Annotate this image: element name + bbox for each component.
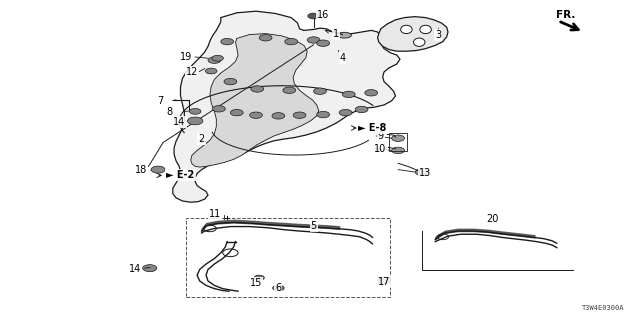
- Ellipse shape: [420, 25, 431, 34]
- Text: 14: 14: [129, 264, 141, 275]
- Polygon shape: [378, 17, 448, 51]
- Text: 15: 15: [250, 278, 262, 288]
- Text: 11: 11: [209, 209, 221, 220]
- Polygon shape: [191, 34, 319, 167]
- Circle shape: [392, 147, 404, 154]
- Text: 1: 1: [333, 28, 339, 39]
- Circle shape: [339, 109, 352, 116]
- Text: 6: 6: [275, 283, 282, 293]
- Bar: [186, 218, 390, 297]
- Circle shape: [342, 91, 355, 98]
- Circle shape: [254, 275, 264, 280]
- Circle shape: [293, 112, 306, 118]
- Circle shape: [208, 57, 221, 63]
- Circle shape: [365, 90, 378, 96]
- Ellipse shape: [413, 38, 425, 46]
- Text: ► E-8: ► E-8: [358, 123, 387, 133]
- Bar: [389, 133, 407, 151]
- Text: 10: 10: [374, 144, 387, 154]
- Ellipse shape: [401, 25, 412, 34]
- Circle shape: [307, 37, 320, 43]
- Circle shape: [378, 277, 390, 284]
- Text: 3: 3: [435, 30, 442, 40]
- Text: T3W4E0300A: T3W4E0300A: [582, 305, 624, 311]
- Circle shape: [415, 169, 429, 176]
- Circle shape: [143, 265, 157, 272]
- Circle shape: [189, 108, 201, 114]
- Circle shape: [283, 87, 296, 93]
- Circle shape: [272, 113, 285, 119]
- Circle shape: [317, 111, 330, 118]
- Text: ► E-2: ► E-2: [166, 170, 195, 180]
- Circle shape: [188, 117, 203, 125]
- Circle shape: [212, 55, 223, 61]
- Text: 14: 14: [173, 116, 186, 127]
- Text: FR.: FR.: [556, 10, 575, 20]
- Circle shape: [250, 112, 262, 118]
- Circle shape: [285, 38, 298, 45]
- Text: 5: 5: [310, 220, 317, 231]
- Circle shape: [308, 13, 319, 19]
- Polygon shape: [173, 11, 400, 202]
- Circle shape: [259, 35, 272, 41]
- Circle shape: [221, 38, 234, 45]
- Circle shape: [392, 135, 404, 141]
- Text: 20: 20: [486, 214, 499, 224]
- Text: 16: 16: [317, 10, 330, 20]
- Circle shape: [224, 78, 237, 85]
- Circle shape: [212, 106, 225, 112]
- Text: 13: 13: [419, 168, 431, 178]
- Text: 12: 12: [186, 67, 198, 77]
- Circle shape: [151, 166, 165, 173]
- Text: 9: 9: [378, 131, 384, 141]
- Text: 8: 8: [166, 107, 173, 117]
- Text: 17: 17: [378, 277, 390, 287]
- Text: 7: 7: [157, 96, 163, 106]
- Ellipse shape: [337, 32, 351, 38]
- Text: 19: 19: [180, 52, 192, 62]
- Text: 2: 2: [198, 134, 205, 144]
- Circle shape: [273, 285, 284, 291]
- Circle shape: [230, 109, 243, 116]
- Circle shape: [251, 86, 264, 92]
- Circle shape: [355, 106, 368, 113]
- Circle shape: [314, 88, 326, 94]
- Text: 4: 4: [339, 52, 346, 63]
- Text: 18: 18: [135, 165, 147, 175]
- Circle shape: [317, 40, 330, 46]
- Circle shape: [205, 68, 217, 74]
